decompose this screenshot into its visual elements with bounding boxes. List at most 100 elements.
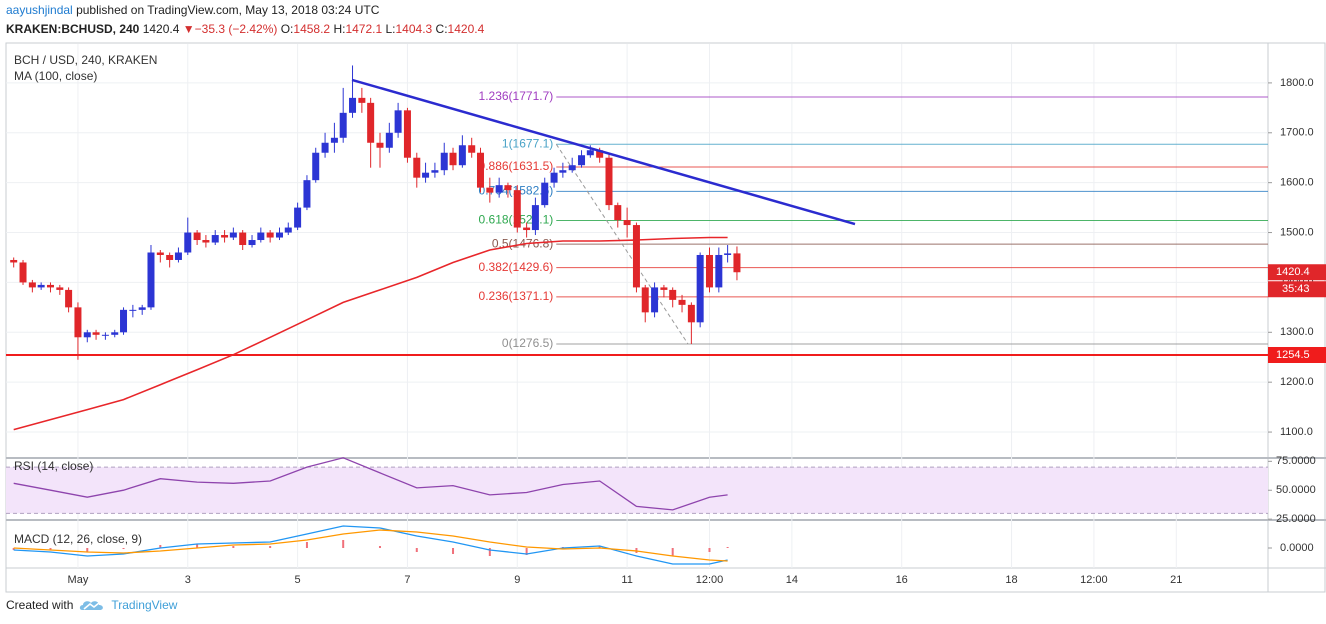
candle-body	[651, 287, 659, 313]
candle-body	[733, 253, 741, 273]
candle-body	[120, 309, 128, 333]
macd-histogram	[671, 548, 674, 556]
ohlc: O:1458.2 H:1472.1 L:1404.3 C:1420.4	[281, 22, 485, 36]
macd-histogram	[342, 540, 345, 548]
candle-body	[229, 232, 237, 238]
rsi-tick-label: 75.0000	[1276, 455, 1316, 467]
candle-body	[715, 254, 723, 288]
brand[interactable]: TradingView	[111, 598, 178, 612]
macd-histogram	[196, 544, 199, 548]
ohlc-key: C:	[435, 22, 448, 36]
pane-title: BCH / USD, 240, KRAKEN	[14, 53, 157, 67]
x-tick-label: 5	[295, 574, 301, 586]
candle-body	[486, 187, 494, 193]
candle-body	[138, 307, 146, 310]
x-tick-label: 16	[896, 574, 908, 586]
candle-body	[129, 309, 137, 311]
candle-body	[275, 232, 283, 238]
support-box	[1268, 346, 1326, 363]
y-tick-label: 1600.0	[1280, 177, 1314, 189]
macd-histogram	[598, 546, 601, 548]
ma-label: MA (100, close)	[14, 69, 97, 83]
macd-histogram	[488, 548, 491, 556]
candle-body	[147, 252, 155, 308]
macd-histogram	[415, 548, 418, 552]
candle-body	[413, 157, 421, 178]
symbol-line: KRAKEN:BCHUSD, 240 1420.4 ▼−35.3 (−2.42%…	[6, 22, 484, 36]
candle-body	[422, 172, 430, 178]
candle-body	[431, 170, 439, 173]
macd-histogram	[159, 545, 162, 548]
candle-body	[632, 225, 640, 288]
ma-line	[13, 236, 728, 431]
rsi-tick-label: 50.0000	[1276, 484, 1316, 496]
plot-layer: May 3 5 7 9 11 12:00 14 16 18 12:00 21 1800.0 1700.0 1…	[6, 44, 1326, 586]
candle-body	[641, 287, 649, 313]
candle-body	[101, 334, 109, 336]
ohlc-key: L:	[385, 22, 396, 36]
fib-label: 1.236(1771.7)	[479, 89, 554, 103]
ohlc-value: 1458.2	[293, 22, 331, 36]
candle-body	[202, 240, 210, 243]
candle-body	[349, 97, 357, 113]
candle-body	[221, 235, 229, 238]
macd-histogram	[49, 548, 52, 550]
x-tick-label: 11	[621, 574, 632, 586]
x-tick-label: 12:00	[696, 574, 724, 586]
candle-body	[614, 205, 622, 221]
last-price: 1420.4	[1276, 266, 1310, 278]
change: −35.3 (−2.42%)	[194, 22, 278, 36]
candle-body	[605, 157, 613, 206]
candle-body	[74, 307, 82, 338]
x-tick-label: 9	[514, 574, 520, 586]
candle-body	[248, 240, 256, 246]
candle-body	[476, 152, 484, 188]
candle-body	[266, 232, 274, 238]
y-tick-label: 1800.0	[1280, 77, 1314, 89]
candle-body	[166, 254, 174, 260]
candle-body	[495, 185, 503, 193]
macd-line	[13, 529, 728, 562]
candle-body	[19, 262, 27, 283]
candle-body	[660, 287, 668, 290]
candle-body	[541, 182, 549, 206]
macd-histogram	[305, 542, 308, 548]
candle-body	[550, 172, 558, 183]
created-with: Created with	[6, 598, 74, 612]
candle-body	[312, 152, 320, 181]
fib-anchor	[555, 143, 689, 345]
candle-body	[504, 185, 512, 191]
macd-histogram	[726, 547, 729, 548]
author[interactable]: aayushjindal	[6, 3, 73, 17]
fib-label: 0(1276.5)	[502, 336, 553, 350]
candle-body	[559, 170, 567, 173]
macd-label: MACD (12, 26, close, 9)	[14, 532, 142, 546]
support-label: 1254.5	[1276, 349, 1310, 361]
countdown-box	[1268, 281, 1326, 298]
y-tick-label: 1700.0	[1280, 127, 1314, 139]
ohlc-value: 1420.4	[447, 22, 485, 36]
footer: Created with TradingView	[6, 598, 177, 612]
candle-body	[578, 155, 586, 166]
candle-body	[376, 142, 384, 148]
arrow: ▼	[182, 22, 195, 36]
candle-body	[156, 252, 164, 255]
trendline	[351, 78, 856, 226]
fib-label: 0.382(1429.6)	[479, 260, 554, 274]
candle-body	[321, 142, 329, 153]
x-tick-label: 3	[185, 574, 191, 586]
macd-histogram	[122, 548, 125, 549]
macd-tick-label: 0.0000	[1280, 542, 1314, 554]
x-tick-label: 21	[1170, 574, 1182, 586]
rsi-line	[13, 457, 728, 511]
candle-body	[37, 284, 45, 288]
macd-histogram	[378, 546, 381, 548]
y-tick-label: 1500.0	[1280, 226, 1314, 238]
candle-body	[56, 287, 64, 290]
y-tick-label: 1200.0	[1280, 376, 1314, 388]
candle-body	[367, 102, 375, 143]
candle-body	[687, 304, 695, 323]
candle-body	[669, 289, 677, 300]
candle-body	[705, 254, 713, 288]
